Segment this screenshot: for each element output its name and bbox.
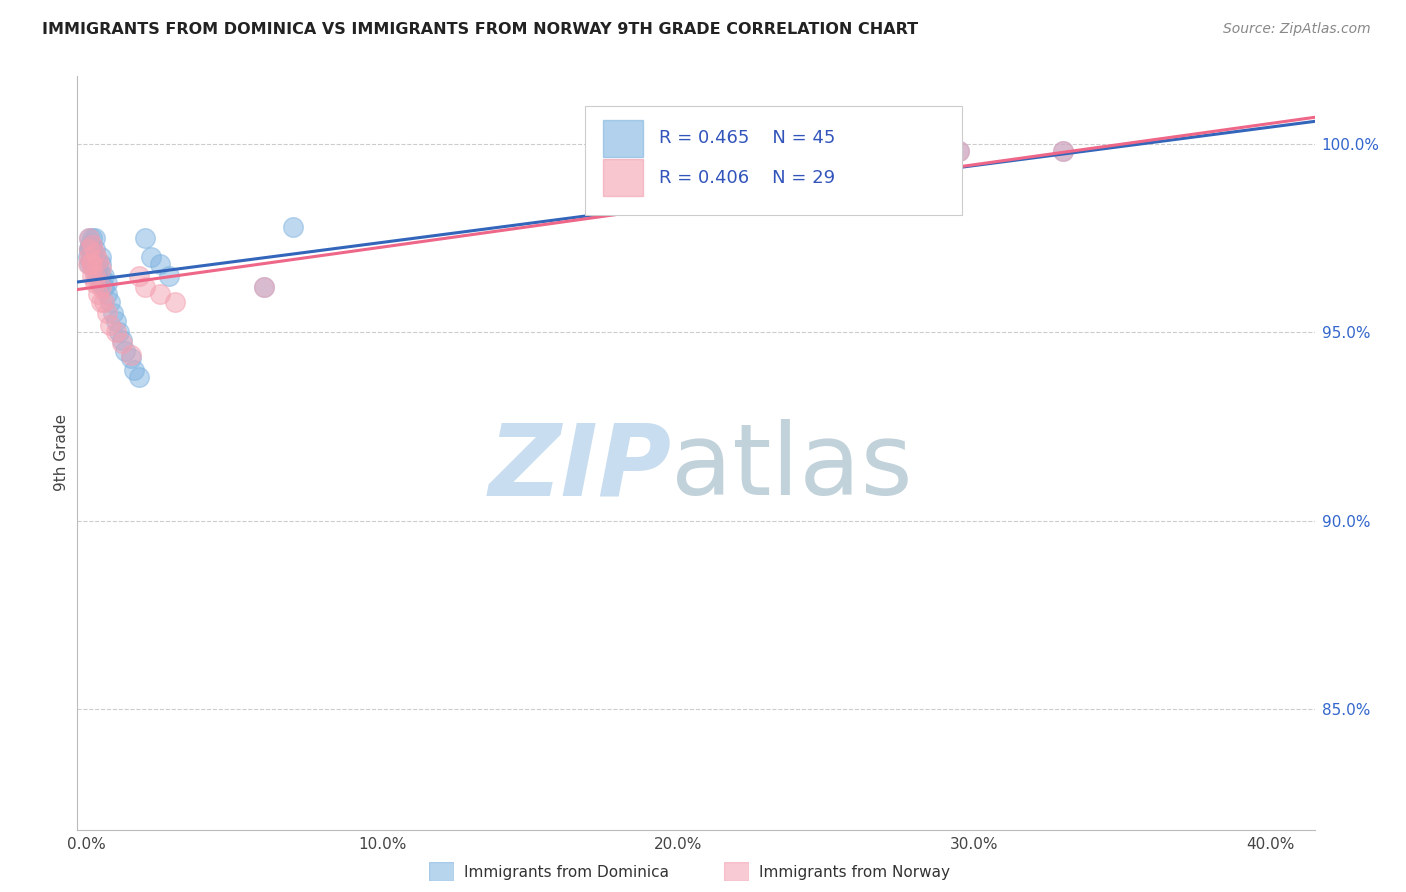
Point [77,242,100,256]
Text: Immigrants from Dominica: Immigrants from Dominica [464,865,669,880]
Point [96,306,118,320]
Point [90,260,112,275]
FancyBboxPatch shape [585,106,962,215]
Point [87,257,110,271]
Point [84,276,107,290]
Point [77,250,100,264]
Point [104,314,127,328]
Point [128,268,150,283]
Point [77,257,100,271]
Point [283,219,305,234]
Point [82,257,104,271]
Point [149,287,172,301]
Point [82,268,104,283]
Point [120,348,142,362]
Point [87,268,110,283]
Point [84,265,107,279]
Point [84,250,107,264]
Point [77,242,100,256]
Point [84,231,107,245]
Y-axis label: 9th Grade: 9th Grade [53,414,69,491]
Point [93,294,115,310]
Point [948,144,970,159]
Point [87,287,110,301]
Text: Source: ZipAtlas.com: Source: ZipAtlas.com [1223,22,1371,37]
Point [82,242,104,256]
Text: ZIP: ZIP [488,419,671,516]
Point [90,280,112,294]
Point [77,231,100,245]
Point [96,287,118,301]
Point [76,257,98,271]
Point [1052,144,1074,159]
Point [76,250,98,264]
Point [77,231,100,245]
Text: R = 0.406    N = 29: R = 0.406 N = 29 [659,169,835,186]
Point [96,276,118,290]
FancyBboxPatch shape [603,120,643,157]
Point [84,242,107,256]
Point [1052,144,1074,159]
Point [93,280,115,294]
FancyBboxPatch shape [603,159,643,196]
Point [157,268,180,283]
Point [134,280,156,294]
Point [82,231,104,245]
Point [77,242,100,256]
Point [134,231,156,245]
Point [83,257,105,271]
Point [79,238,101,252]
Point [122,363,145,377]
Point [82,257,104,271]
Point [141,250,163,264]
Point [98,318,121,332]
Point [82,250,104,264]
Point [90,294,112,310]
Point [79,257,101,271]
Point [79,250,101,264]
Point [104,325,127,339]
Point [101,306,124,320]
Point [90,268,112,283]
Point [82,238,104,252]
Text: R = 0.465    N = 45: R = 0.465 N = 45 [659,129,835,147]
Point [948,144,970,159]
Point [128,370,150,384]
Point [84,257,107,271]
Point [89,276,111,290]
Point [98,294,121,310]
Point [149,257,172,271]
Point [84,246,107,260]
Text: Immigrants from Norway: Immigrants from Norway [759,865,950,880]
Point [79,242,101,256]
Point [111,336,134,351]
Text: IMMIGRANTS FROM DOMINICA VS IMMIGRANTS FROM NORWAY 9TH GRADE CORRELATION CHART: IMMIGRANTS FROM DOMINICA VS IMMIGRANTS F… [42,22,918,37]
Point [163,294,186,310]
Point [114,343,136,358]
Text: atlas: atlas [671,419,912,516]
Point [84,268,107,283]
Point [107,325,129,339]
Point [253,280,276,294]
Point [253,280,276,294]
Point [93,268,115,283]
Point [120,351,142,366]
Point [87,253,110,268]
Point [111,333,134,347]
Point [90,250,112,264]
Point [90,257,112,271]
